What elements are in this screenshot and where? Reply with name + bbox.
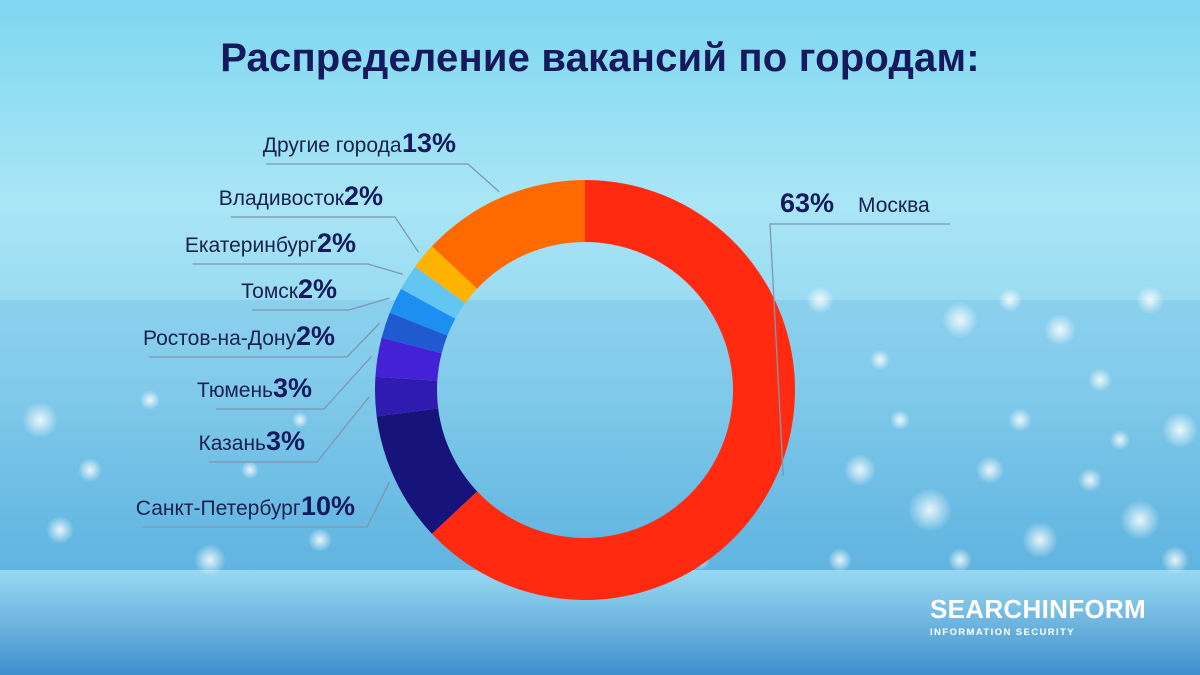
slice-4 <box>381 312 448 354</box>
slice-0 <box>431 180 796 600</box>
leader-line-3 <box>215 355 373 410</box>
data-label-value-6: 2% <box>317 228 356 258</box>
data-label-value-1: 10% <box>301 491 355 521</box>
data-label-value-8: 13% <box>402 128 456 158</box>
data-label-name-8: Другие города <box>263 134 402 157</box>
data-label-name-7: Владивосток <box>219 187 345 210</box>
leader-line-6 <box>192 263 403 275</box>
data-label-name-2: Казань <box>198 432 266 455</box>
searchinform-logo: SEARCHINFORM INFORMATION SECURITY <box>930 596 1146 638</box>
data-label-value-4: 2% <box>296 321 335 351</box>
logo-tagline: INFORMATION SECURITY <box>930 627 1075 638</box>
slice-5 <box>389 288 456 336</box>
logo-name: SEARCHINFORM <box>930 594 1146 624</box>
leader-line-4 <box>149 322 381 358</box>
data-label-value-2: 3% <box>266 426 305 456</box>
slice-1 <box>376 408 478 534</box>
leader-line-1 <box>142 481 391 528</box>
leader-line-7 <box>230 216 420 253</box>
leader-line-8 <box>265 163 500 193</box>
leader-line-5 <box>252 297 390 311</box>
slice-6 <box>400 266 466 319</box>
data-label-name-1: Санкт-Петербург <box>136 497 301 520</box>
slice-2 <box>375 376 439 417</box>
data-label-value-5: 2% <box>298 274 337 304</box>
data-label-value-3: 3% <box>273 373 312 403</box>
leader-line-2 <box>208 396 370 463</box>
data-label-name-6: Екатеринбург <box>185 234 317 257</box>
data-label-name-4: Ростов-на-Дону <box>143 327 296 350</box>
data-label-name-3: Тюмень <box>197 379 273 402</box>
data-label-name-5: Томск <box>241 280 299 303</box>
data-label-value-7: 2% <box>344 181 383 211</box>
slice-8 <box>431 180 585 289</box>
slice-7 <box>415 246 478 304</box>
slice-3 <box>375 337 442 381</box>
chart-title: Распределение вакансий по городам: <box>220 36 980 80</box>
data-label-value-0: 63% <box>780 188 834 218</box>
data-label-name-0: Москва <box>858 194 930 217</box>
leader-line-0 <box>769 223 950 476</box>
